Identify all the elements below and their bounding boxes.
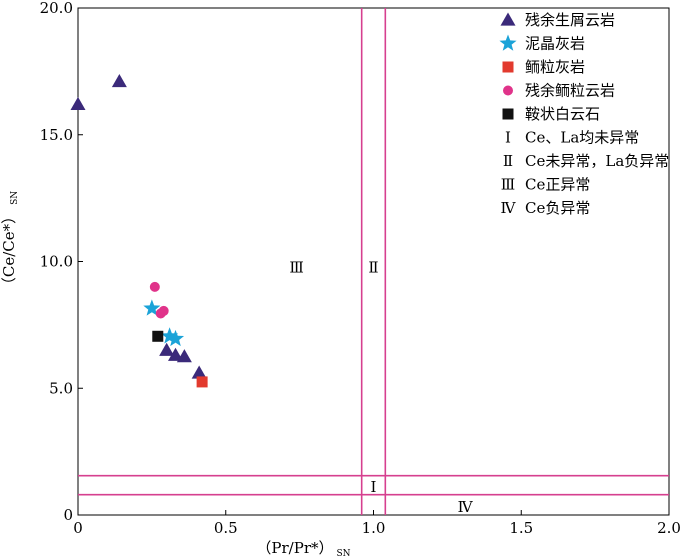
data-point-star-s2: [143, 299, 161, 316]
x-tick-label: 1.0: [362, 519, 386, 537]
x-axis-title: （Pr/Pr*） SN: [256, 539, 350, 559]
region-labels: Ⅲ Ⅱ Ⅰ Ⅳ: [289, 259, 473, 517]
legend-marker-3: [502, 61, 514, 73]
data-point-triangle-s1: [70, 96, 86, 110]
y-tick-label: 20.0: [40, 0, 73, 17]
data-point-star-s2: [161, 327, 179, 344]
legend-marker-1: [500, 12, 516, 26]
legend-note-4: Ce负异常: [525, 199, 590, 217]
legend-marker-5: [502, 108, 514, 120]
region-label: Ⅳ: [458, 498, 474, 516]
boundary-lines: [78, 8, 669, 515]
legend-marker-2: [499, 34, 517, 51]
region-label: Ⅰ: [371, 478, 377, 496]
x-tick-label: 1.5: [509, 519, 533, 537]
data-point-square-s3: [196, 376, 208, 388]
axes: 0 0.5 1.0 1.5 2.0 0 5.0 10.0 15.0 20.0: [40, 0, 681, 537]
data-point-triangle-s1: [111, 74, 127, 88]
legend-symbol-4: Ⅳ: [501, 199, 517, 217]
data-point-circle-s4: [149, 281, 160, 292]
data-point-triangle-s1: [176, 349, 192, 363]
legend-symbol-3: Ⅲ: [501, 176, 515, 194]
y-tick-label: 15.0: [40, 126, 73, 144]
x-tick-label: 0.5: [214, 519, 238, 537]
y-tick-label: 10.0: [40, 253, 73, 271]
data-points: [70, 74, 208, 388]
legend-marker-4: [503, 85, 513, 96]
y-tick-label: 5.0: [49, 379, 73, 397]
legend-label-1: 残余生屑云岩: [525, 11, 615, 29]
legend-note-3: Ce正异常: [525, 176, 590, 194]
legend-label-3: 鲕粒灰岩: [525, 58, 585, 76]
region-label: Ⅲ: [289, 259, 303, 277]
data-point-triangle-s1: [159, 342, 175, 356]
legend-symbol-2: Ⅱ: [503, 152, 513, 170]
y-axis-title: （Ce/Ce*）SN: [0, 191, 20, 292]
legend-note-2: Ce未异常，La负异常: [525, 152, 669, 170]
region-label: Ⅱ: [368, 259, 378, 277]
legend-label-2: 泥晶灰岩: [525, 35, 585, 53]
legend-note-1: Ce、La均未异常: [525, 129, 639, 147]
data-point-triangle-s1: [191, 365, 207, 379]
data-point-triangle-s1: [168, 347, 184, 361]
x-tick-label: 2.0: [657, 519, 681, 537]
data-point-star-s2: [166, 329, 185, 347]
legend-label-4: 残余鲕粒云岩: [525, 82, 615, 100]
y-tick-label: 0: [63, 506, 73, 524]
legend-symbol-1: Ⅰ: [505, 129, 511, 147]
data-point-circle-s4: [158, 305, 169, 316]
legend-label-5: 鞍状白云石: [525, 105, 600, 123]
data-point-square-s5: [152, 330, 164, 342]
x-tick-label: 0: [73, 519, 83, 537]
